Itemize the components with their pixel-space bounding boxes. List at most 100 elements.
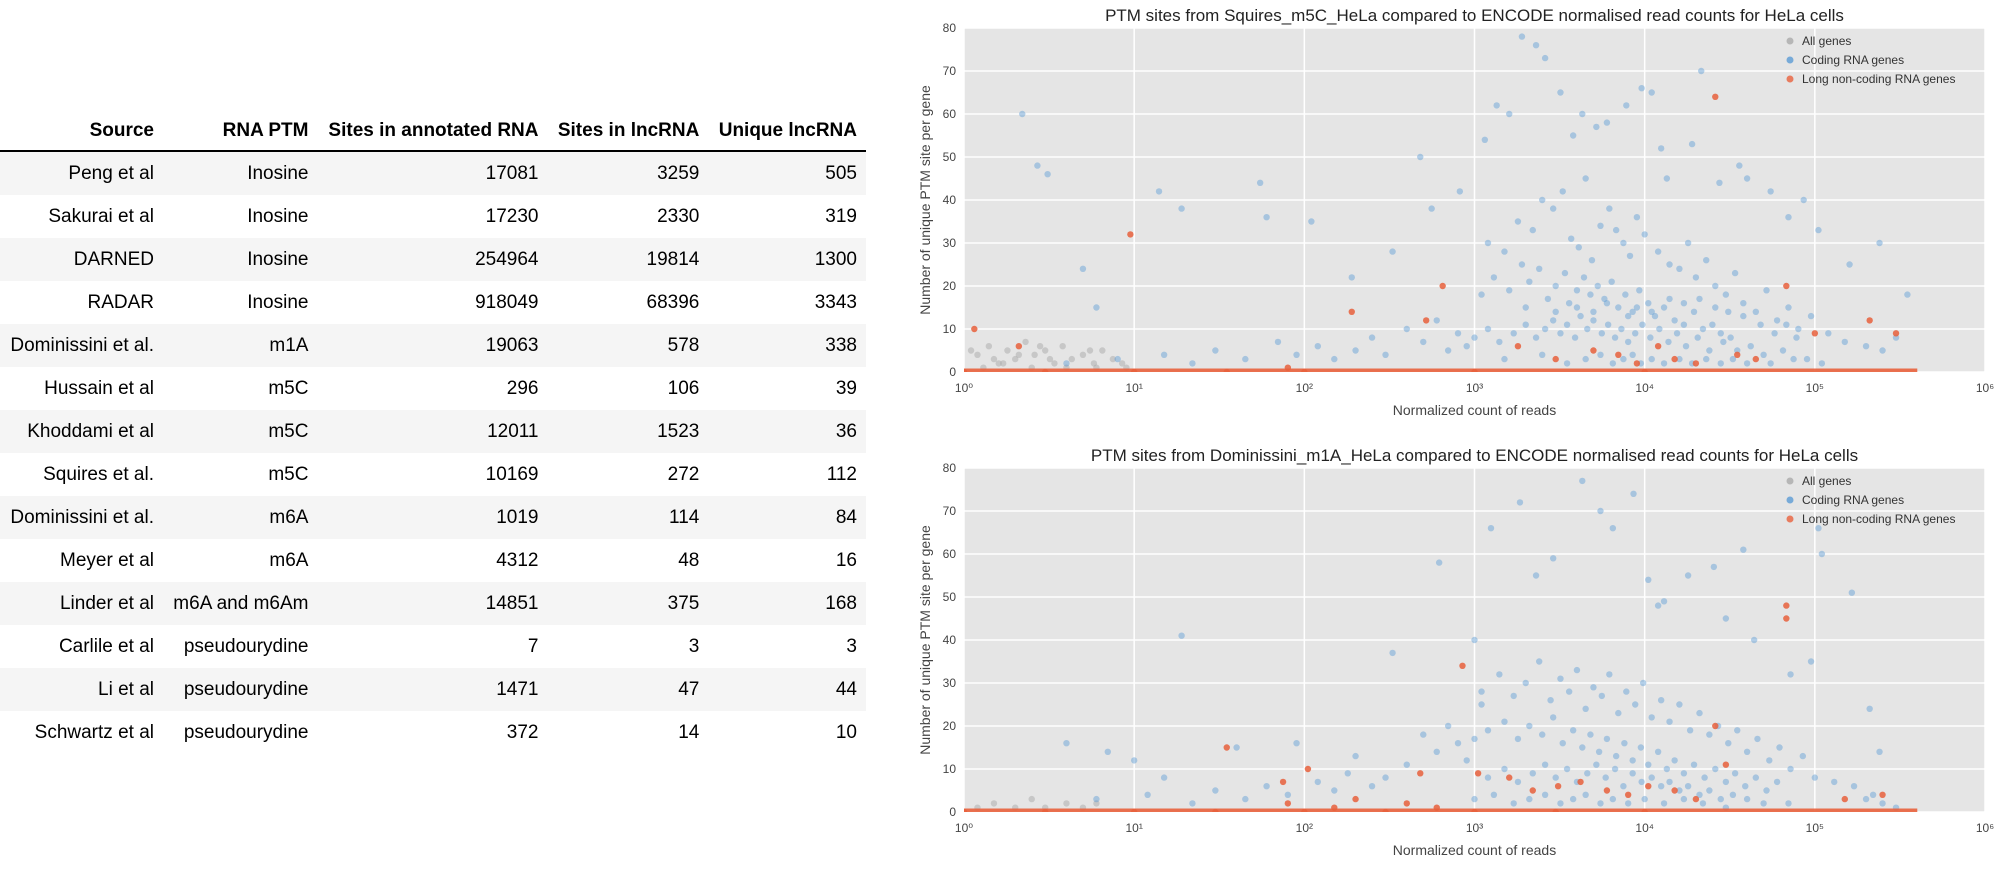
scatter-point — [1588, 257, 1596, 264]
scatter-point — [1368, 783, 1376, 790]
cell-rna-ptm: pseudourydine — [183, 635, 309, 657]
scatter-point — [1584, 325, 1591, 333]
scatter-point — [1597, 800, 1604, 807]
scatter-point — [1593, 761, 1600, 768]
scatter-point — [1740, 546, 1747, 553]
scatter-point — [1118, 360, 1126, 367]
scatter-point — [1293, 740, 1300, 747]
scatter-point — [1490, 791, 1498, 798]
scatter-point — [1012, 355, 1019, 363]
scatter-point — [1624, 791, 1632, 798]
scatter-point — [1584, 770, 1591, 777]
scatter-point — [1382, 774, 1389, 781]
table-header-row: Source RNA PTM Sites in annotated RNA Si… — [0, 100, 866, 152]
scatter-point — [1904, 291, 1911, 298]
table-row: Peng et al Inosine 17081 3259 505 — [0, 151, 866, 195]
scatter-point — [1787, 765, 1794, 773]
chart-title: PTM sites from Dominissini_m1A_HeLa comp… — [1091, 446, 1858, 465]
scatter-point — [1389, 649, 1396, 657]
cell-rna-ptm: pseudourydine — [183, 721, 309, 743]
header-source: Source — [0, 100, 163, 152]
scatter-point — [1747, 343, 1754, 350]
scatter-point — [1638, 778, 1645, 786]
scatter-point — [1041, 347, 1049, 354]
scatter-point — [1706, 731, 1713, 738]
scatter-point — [1615, 304, 1622, 311]
scatter-point — [1417, 770, 1424, 777]
scatter-point — [1478, 688, 1485, 695]
scatter-point — [1514, 735, 1522, 743]
scatter-point — [1676, 787, 1683, 794]
scatter-point — [1641, 795, 1648, 803]
scatter-point — [1848, 589, 1856, 596]
scatter-point — [1603, 735, 1611, 743]
scatter-point — [1178, 632, 1185, 639]
scatter-point — [1552, 308, 1559, 315]
cell-unique-lncrna: 39 — [835, 377, 857, 399]
scatter-point — [1866, 317, 1873, 324]
scatter-point — [1645, 576, 1652, 583]
dominissini-m1a-scatter-chart: 10⁰ 10¹ 10² 10³ 10⁴ 10⁵ 10⁶ 0 10 20 30 40 50 60 70 80 PT… — [900, 440, 2001, 870]
scatter-point — [1063, 800, 1070, 807]
scatter-point — [1019, 110, 1026, 118]
scatter-point — [1344, 770, 1351, 777]
scatter-point — [1660, 598, 1668, 605]
scatter-point — [1510, 800, 1517, 807]
table-row: Squires et al. m5C 10169 272 112 — [0, 453, 866, 496]
x-tick-label: 10⁴ — [1635, 381, 1654, 395]
scatter-point — [1487, 525, 1495, 532]
cell-unique-lncrna: 168 — [825, 592, 857, 614]
y-tick-label: 60 — [943, 547, 957, 561]
scatter-point — [1716, 179, 1723, 186]
scatter-point — [1699, 800, 1707, 807]
scatter-point — [1601, 295, 1608, 303]
cell-rna-ptm: m1A — [269, 334, 309, 356]
scatter-point — [1063, 360, 1070, 367]
cell-sites-annotated-rna: 17081 — [485, 162, 539, 184]
scatter-point — [1699, 325, 1707, 333]
scatter-point — [1862, 795, 1870, 803]
scatter-point — [1514, 343, 1522, 350]
scatter-point — [1633, 304, 1641, 311]
scatter-point — [1694, 334, 1701, 341]
scatter-point — [1577, 312, 1584, 320]
scatter-point — [1603, 300, 1611, 307]
legend-marker — [1786, 515, 1794, 523]
legend-label: All genes — [1802, 474, 1851, 488]
scatter-point — [1666, 718, 1673, 725]
scatter-point — [1510, 692, 1517, 700]
scatter-point — [1587, 731, 1594, 738]
table-body: Peng et al Inosine 17081 3259 505 Sakurai et … — [0, 151, 866, 754]
y-tick-label: 50 — [943, 590, 957, 604]
scatter-point — [1632, 330, 1639, 337]
cell-sites-annotated-rna: 918049 — [475, 291, 539, 313]
scatter-point — [1559, 740, 1566, 747]
x-tick-label: 10⁶ — [1976, 821, 1994, 835]
scatter-point — [1696, 791, 1703, 798]
cell-sites-annotated-rna: 296 — [506, 377, 539, 399]
scatter-point — [1615, 351, 1622, 358]
scatter-point — [1606, 671, 1613, 678]
cell-rna-ptm: Inosine — [247, 205, 309, 227]
scatter-point — [1720, 338, 1727, 346]
scatter-point — [1539, 351, 1546, 358]
scatter-point — [1518, 261, 1526, 268]
cell-source: Khoddami et al — [27, 420, 154, 442]
table-row: Hussain et al m5C 296 106 39 — [0, 367, 866, 410]
scatter-point — [1099, 347, 1106, 354]
scatter-point — [1535, 658, 1543, 665]
scatter-point — [1501, 718, 1508, 725]
scatter-point — [1444, 722, 1452, 730]
scatter-point — [1552, 774, 1559, 781]
scatter-point — [1474, 770, 1482, 777]
scatter-point — [1785, 214, 1792, 221]
scatter-point — [1348, 308, 1355, 315]
scatter-point — [1710, 563, 1718, 571]
scatter-point — [1529, 226, 1536, 234]
y-axis-label: Number of unique PTM site per gene — [917, 525, 933, 755]
scatter-point — [1348, 274, 1355, 281]
scatter-point — [1031, 351, 1038, 358]
scatter-point — [1063, 740, 1070, 747]
cell-sites-lncrna: 68396 — [646, 291, 700, 313]
scatter-point — [1647, 334, 1654, 341]
